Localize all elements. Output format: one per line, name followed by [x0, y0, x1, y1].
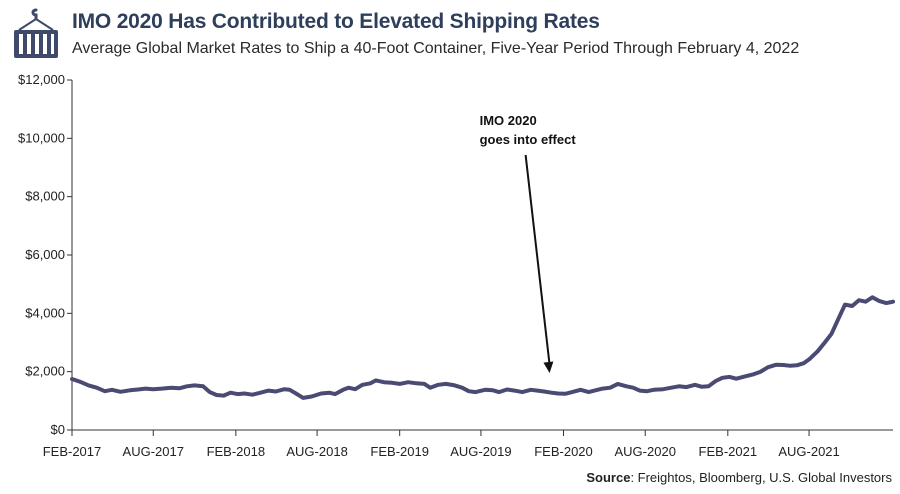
x-tick-label: FEB-2017 [43, 444, 102, 459]
y-tick-label: $0 [51, 422, 65, 437]
chart-title: IMO 2020 Has Contributed to Elevated Shi… [72, 10, 600, 33]
annotation: IMO 2020 goes into effect [480, 113, 577, 373]
x-tick-label: FEB-2021 [699, 444, 758, 459]
y-tick-label: $8,000 [25, 189, 65, 204]
series-line [70, 295, 895, 400]
x-tick-label: AUG-2021 [778, 444, 839, 459]
chart-subtitle: Average Global Market Rates to Ship a 40… [72, 40, 800, 57]
source-label: Source [586, 470, 631, 485]
series-group [70, 295, 895, 400]
annotation-arrowhead [543, 361, 554, 373]
y-tick-label: $12,000 [18, 72, 65, 87]
annotation-text: IMO 2020 [480, 113, 537, 128]
annotation-text: goes into effect [480, 132, 577, 147]
x-tick-label: AUG-2017 [123, 444, 184, 459]
x-tick-label: FEB-2018 [207, 444, 266, 459]
x-tick-label: FEB-2019 [370, 444, 429, 459]
y-tick-label: $10,000 [18, 130, 65, 145]
shipping-container-crane-icon [14, 8, 58, 58]
x-tick-label: AUG-2018 [286, 444, 347, 459]
x-tick-label: AUG-2020 [615, 444, 676, 459]
source-text: : Freightos, Bloomberg, U.S. Global Inve… [630, 470, 892, 485]
x-tick-label: AUG-2019 [450, 444, 511, 459]
y-axis: $0 $2,000 $4,000 $6,000 $8,000 $10,000 $12,000 [18, 72, 73, 437]
x-axis: FEB-2017 AUG-2017 FEB-2018 AUG-2018 FEB-2019… [43, 429, 893, 459]
y-tick-label: $6,000 [25, 247, 65, 262]
y-tick-label: $4,000 [25, 305, 65, 320]
x-tick-label: FEB-2020 [534, 444, 593, 459]
source-note: Source: Freightos, Bloomberg, U.S. Globa… [586, 470, 892, 485]
annotation-arrow-line [524, 154, 551, 366]
y-tick-label: $2,000 [25, 364, 65, 379]
chart-header: IMO 2020 Has Contributed to Elevated Shi… [0, 0, 900, 66]
